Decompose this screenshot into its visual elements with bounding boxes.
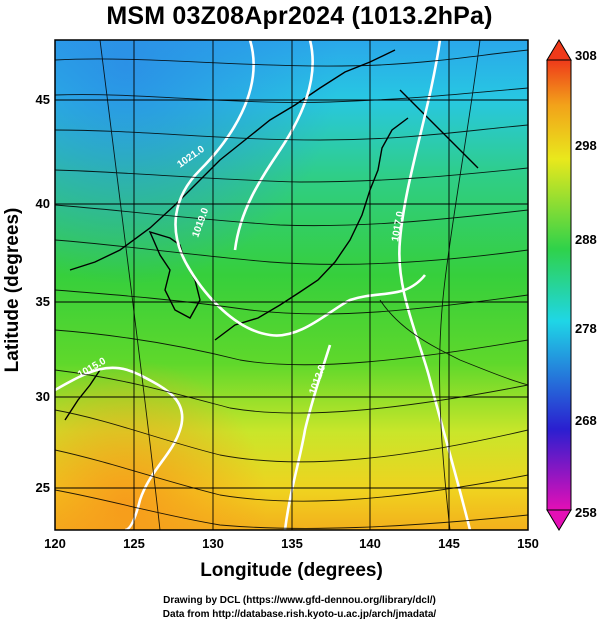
x-tick-label: 130 [202,536,224,551]
isobar-1019 [233,40,314,251]
colorbar-scale [546,59,572,511]
streamline [55,167,528,183]
streamline [379,299,528,386]
isobar-1015 [55,366,184,530]
colorbar-tick: 278 [575,321,597,336]
colorbar-tick: 288 [575,232,597,247]
isobar-1012 [283,344,332,530]
colorbar-tick: 268 [575,413,597,428]
grid-lines [55,40,528,530]
wind-streamlines [55,40,528,530]
coastline-kuril [399,89,479,169]
isobar-1017 [398,40,472,530]
x-tick-label: 120 [44,536,66,551]
streamline [55,289,528,315]
streamline [55,49,528,67]
pressure-contours [55,40,472,530]
x-tick-label: 125 [123,536,145,551]
x-tick-label: 140 [359,536,381,551]
streamline [439,40,481,530]
colorbar-ticks: 308 298 288 278 268 258 [575,48,597,520]
colorbar-tick: 258 [575,505,597,520]
streamline [55,239,528,265]
x-tick-label: 150 [517,536,539,551]
plot-frame [54,39,529,531]
streamline [55,449,528,502]
y-tick-label: 25 [36,480,50,495]
streamline [55,369,528,414]
credit-drawing: Drawing by DCL (https://www.gfd-dennou.o… [163,595,436,606]
streamline [55,329,528,366]
colorbar-tick: 298 [575,138,597,153]
colorbar: 308 298 288 278 268 258 [546,39,597,531]
coastline-japan [214,117,409,341]
y-tick-label: 45 [36,92,50,107]
y-tick-label: 40 [36,196,50,211]
streamline [55,87,528,103]
y-axis-ticks: 45 40 35 30 25 [36,92,50,495]
isobar-1021 [174,40,427,337]
map-title: MSM 03Z08Apr2024 (1013.2hPa) [106,2,493,30]
plot-area: 1021.0 1019.0 1015.0 1017.0 1012.0 [55,40,528,530]
credit-data: Data from http://database.rish.kyoto-u.a… [162,609,437,620]
y-tick-label: 30 [36,389,50,404]
colorbar-tick: 308 [575,48,597,63]
y-tick-label: 35 [36,294,50,309]
x-axis-title: Longitude (degrees) [200,560,383,581]
x-tick-label: 135 [281,536,303,551]
streamline [55,489,528,529]
coastline-taiwan-strait [64,369,101,421]
y-axis-title: Latitude (degrees) [2,207,23,373]
x-axis-ticks: 120 125 130 135 140 145 150 [44,536,539,551]
streamline [55,124,528,141]
colorbar-bottom-arrow [546,509,572,531]
x-tick-label: 145 [438,536,460,551]
warm-region [55,40,528,530]
streamline [99,40,161,530]
streamline [55,409,528,463]
contour-label: 1017.0 [390,210,406,242]
colorbar-top-arrow [546,39,572,61]
streamline [55,204,528,227]
